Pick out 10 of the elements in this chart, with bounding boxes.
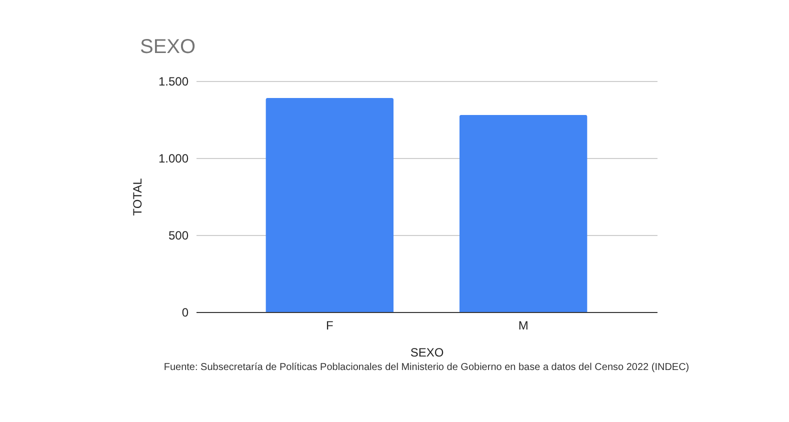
x-tick-label: F — [326, 318, 334, 332]
y-tick-label: 1.000 — [158, 152, 189, 166]
y-axis-title: TOTAL — [130, 178, 144, 216]
source-note: Fuente: Subsecretaría de Políticas Poblacionales del Ministerio de Gobierno en base a datos del Censo 2022 (INDEC) — [164, 362, 690, 373]
y-tick-label: 500 — [168, 228, 189, 242]
x-tick-label: M — [518, 318, 528, 332]
y-tick-label: 1.500 — [158, 74, 189, 88]
chart-title: SEXO — [140, 36, 196, 58]
y-tick-label: 0 — [182, 306, 189, 320]
x-axis-title: SEXO — [410, 346, 444, 360]
